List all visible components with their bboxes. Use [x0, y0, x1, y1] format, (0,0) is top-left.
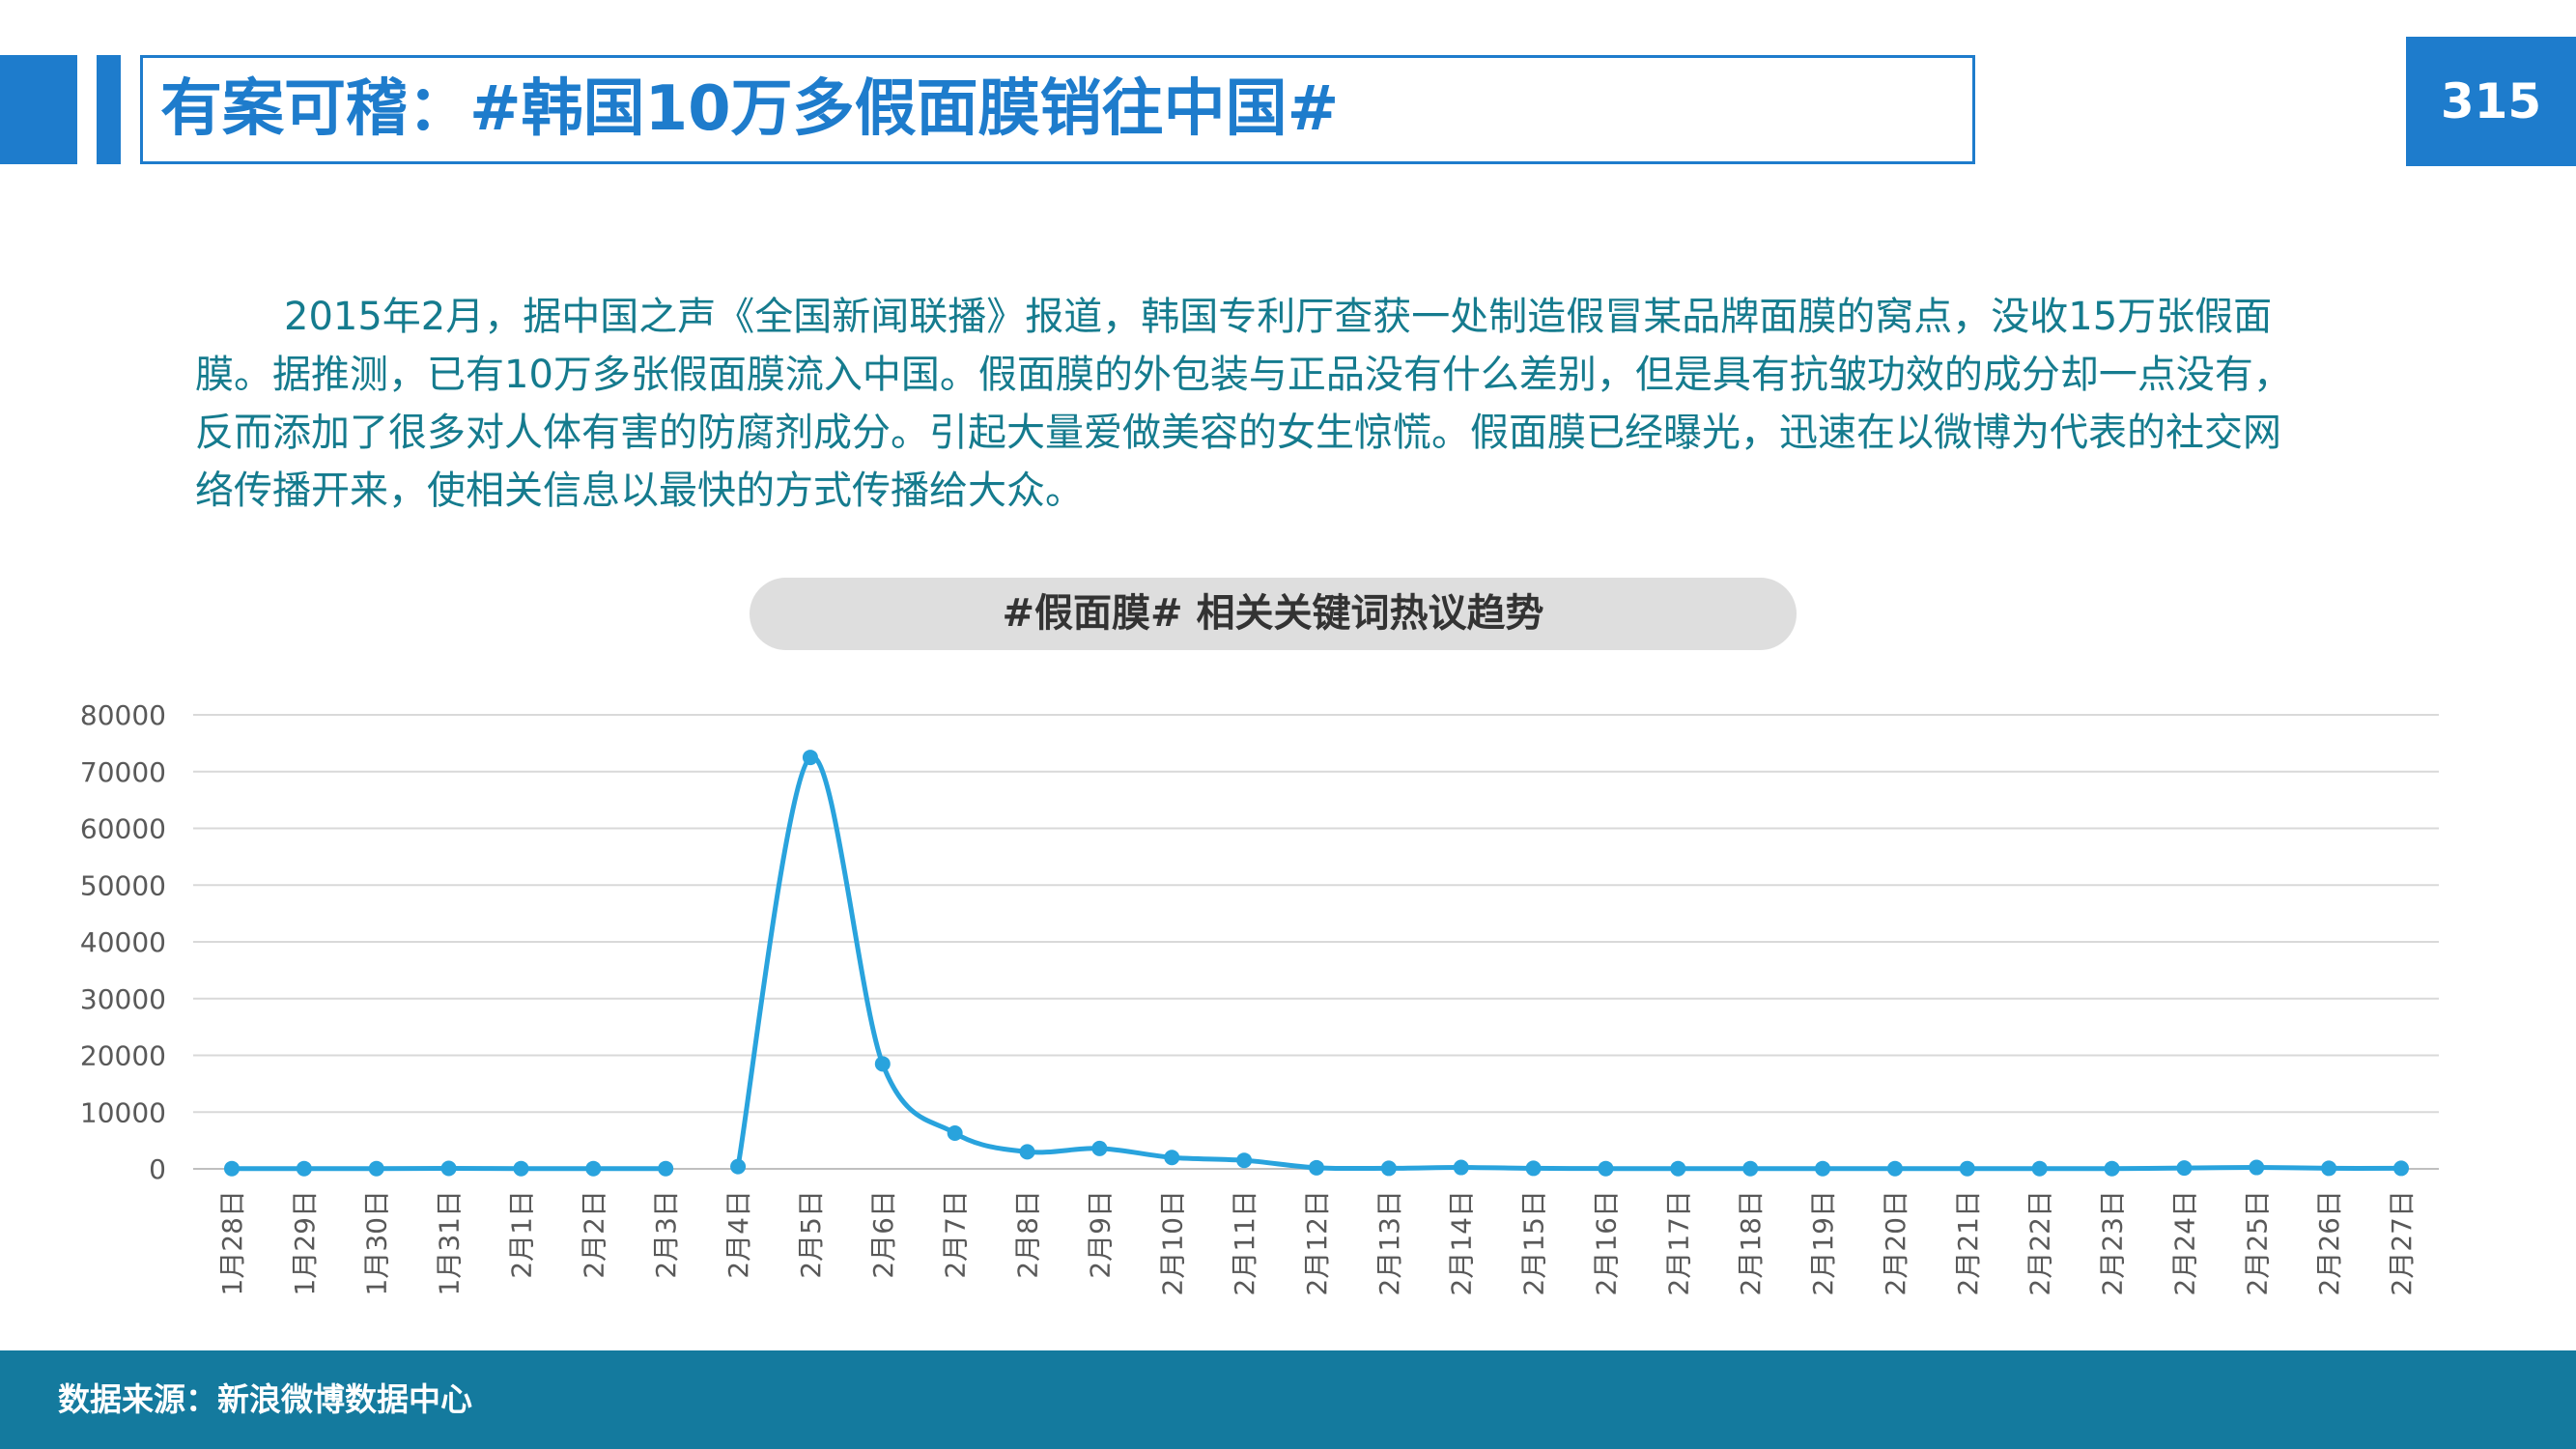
y-tick-label: 60000	[80, 813, 166, 845]
data-point	[1380, 1160, 1397, 1177]
data-point	[513, 1160, 529, 1177]
y-tick-label: 0	[149, 1153, 166, 1185]
y-tick-label: 40000	[80, 926, 166, 958]
data-point	[1309, 1159, 1324, 1176]
data-point	[1742, 1160, 1759, 1177]
header-accent-bar	[97, 55, 121, 164]
data-point	[2393, 1160, 2409, 1177]
data-point	[1598, 1160, 1614, 1177]
data-point	[1164, 1150, 1180, 1166]
x-tick-label: 2月8日	[1012, 1190, 1044, 1279]
data-point	[1453, 1159, 1469, 1176]
y-tick-label: 10000	[80, 1096, 166, 1128]
y-tick-label: 80000	[80, 699, 166, 731]
data-point	[1236, 1152, 1253, 1169]
y-tick-label: 20000	[80, 1040, 166, 1072]
footer-bar: 数据来源：新浪微博数据中心	[0, 1350, 2576, 1449]
x-tick-label: 2月11日	[1229, 1190, 1260, 1295]
x-tick-label: 2月1日	[505, 1190, 537, 1279]
data-point	[874, 1056, 891, 1072]
data-point	[2176, 1160, 2193, 1177]
x-tick-label: 2月7日	[940, 1190, 972, 1279]
x-tick-label: 2月5日	[795, 1190, 827, 1279]
x-tick-label: 1月29日	[289, 1190, 321, 1295]
x-tick-label: 2月3日	[650, 1190, 682, 1279]
data-point	[224, 1160, 240, 1177]
x-tick-label: 2月27日	[2386, 1190, 2418, 1295]
data-point	[1019, 1144, 1035, 1160]
data-point	[802, 750, 818, 766]
data-point	[1670, 1160, 1686, 1177]
data-source: 数据来源：新浪微博数据中心	[58, 1380, 472, 1418]
data-point	[2249, 1159, 2265, 1176]
x-tick-label: 2月17日	[1662, 1190, 1694, 1295]
line-chart: 0 10000 20000 30000 40000 50000 60000 70000 8000…	[80, 699, 2439, 1295]
title-box: 有案可稽：#韩国10万多假面膜销往中国#	[140, 55, 1975, 164]
x-tick-label: 2月4日	[722, 1190, 754, 1279]
x-tick-label: 2月9日	[1084, 1190, 1116, 1279]
data-point	[2031, 1160, 2048, 1177]
x-tick-label: 2月26日	[2313, 1190, 2345, 1295]
x-tick-label: 2月24日	[2168, 1190, 2200, 1295]
y-tick-label: 30000	[80, 983, 166, 1015]
data-point	[1886, 1160, 1903, 1177]
x-tick-label: 2月2日	[578, 1190, 609, 1279]
x-tick-label: 1月30日	[361, 1190, 393, 1295]
data-point	[1959, 1160, 1975, 1177]
x-tick-label: 2月15日	[1518, 1190, 1550, 1295]
x-tick-label: 2月14日	[1446, 1190, 1478, 1295]
data-point	[730, 1158, 747, 1175]
data-point	[440, 1160, 457, 1177]
chart-title: #假面膜# 相关关键词热议趋势	[750, 578, 1797, 650]
x-tick-label: 2月25日	[2241, 1190, 2273, 1295]
x-tick-label: 1月31日	[434, 1190, 466, 1295]
body-paragraph: 2015年2月，据中国之声《全国新闻联播》报道，韩国专利厅查获一处制造假冒某品牌…	[195, 295, 2292, 513]
data-point	[1815, 1160, 1831, 1177]
data-point	[296, 1160, 312, 1177]
x-tick-label: 2月12日	[1301, 1190, 1333, 1295]
x-tick-label: 1月28日	[216, 1190, 248, 1295]
data-point	[585, 1160, 602, 1177]
series-line	[735, 754, 2402, 1172]
x-tick-label: 2月20日	[1880, 1190, 1911, 1295]
page-title: 有案可稽：#韩国10万多假面膜销往中国#	[160, 73, 1340, 145]
x-tick-label: 2月21日	[1952, 1190, 1984, 1295]
page-number: 315	[2406, 37, 2576, 166]
x-tick-label: 2月10日	[1156, 1190, 1188, 1295]
y-tick-label: 70000	[80, 756, 166, 788]
x-tick-label: 2月13日	[1373, 1190, 1405, 1295]
data-point	[947, 1124, 963, 1141]
y-tick-label: 50000	[80, 869, 166, 901]
x-tick-label: 2月19日	[1807, 1190, 1839, 1295]
data-point	[1091, 1140, 1108, 1156]
x-tick-label: 2月16日	[1590, 1190, 1622, 1295]
data-point	[658, 1160, 674, 1177]
data-point	[2321, 1160, 2337, 1177]
x-tick-label: 2月22日	[2024, 1190, 2056, 1295]
data-point	[368, 1160, 384, 1177]
x-tick-label: 2月18日	[1735, 1190, 1767, 1295]
data-point	[1525, 1160, 1542, 1177]
data-point	[2104, 1160, 2120, 1177]
header-accent-block	[0, 55, 77, 164]
x-tick-label: 2月6日	[867, 1190, 899, 1279]
x-tick-label: 2月23日	[2097, 1190, 2129, 1295]
